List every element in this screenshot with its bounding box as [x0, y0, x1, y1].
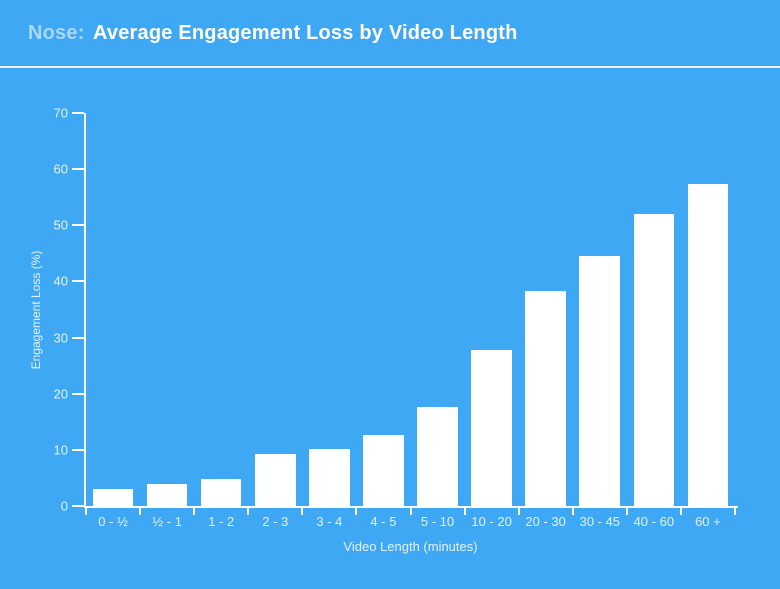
bar-slot — [356, 113, 410, 506]
y-tick — [72, 336, 84, 339]
y-tick — [72, 168, 84, 171]
y-tick — [72, 448, 84, 451]
y-tick-label: 0 — [60, 498, 68, 514]
x-tick — [355, 508, 358, 515]
y-tick — [72, 392, 84, 395]
bar-slot — [519, 113, 573, 506]
bar-slot — [410, 113, 464, 506]
bars-container — [86, 113, 735, 506]
y-tick — [72, 280, 84, 283]
x-tick — [409, 508, 412, 515]
bar-slot — [140, 113, 194, 506]
bar — [633, 213, 675, 506]
x-category-label: 20 - 30 — [525, 514, 566, 529]
bar — [363, 435, 404, 506]
x-category-label: 0 - ½ — [98, 514, 128, 529]
x-category-label: 40 - 60 — [633, 514, 675, 529]
chart-title: Nose: Average Engagement Loss by Video Le… — [28, 22, 518, 45]
bar-slot — [86, 113, 140, 506]
y-tick-label: 30 — [53, 330, 68, 346]
bar — [417, 407, 458, 506]
bar — [525, 290, 566, 506]
x-category-label: 1 - 2 — [208, 514, 235, 529]
bar-slot — [681, 113, 735, 506]
y-tick — [72, 112, 84, 114]
x-tick — [85, 508, 87, 515]
y-tick-label: 60 — [53, 161, 68, 177]
y-tick-label: 40 — [53, 273, 68, 289]
x-category-label: 4 - 5 — [370, 514, 397, 529]
chart-title-prefix: Nose: — [28, 21, 85, 44]
x-category-label: 30 - 45 — [579, 514, 620, 529]
y-tick — [72, 224, 84, 227]
x-category-label: 2 - 3 — [262, 514, 289, 529]
bar — [471, 349, 512, 506]
y-axis-line — [84, 113, 86, 508]
x-tick — [193, 508, 196, 515]
x-tick — [301, 508, 304, 515]
x-category-label: 60 + — [695, 514, 721, 529]
y-tick-label: 70 — [53, 105, 68, 121]
x-tick — [517, 508, 520, 515]
chart-header: Nose: Average Engagement Loss by Video Le… — [0, 0, 780, 66]
bar-slot — [627, 113, 681, 506]
bar — [146, 484, 188, 506]
bar — [200, 478, 242, 506]
x-category-label: 3 - 4 — [316, 514, 343, 529]
bar — [309, 449, 350, 506]
plot-area: 0 10 20 30 40 50 60 70 — [54, 107, 738, 515]
x-tick — [247, 508, 250, 515]
bar-slot — [465, 113, 519, 506]
bar-slot — [302, 113, 356, 506]
x-category-label: 10 - 20 — [471, 514, 512, 529]
x-tick — [679, 508, 682, 515]
x-tick — [625, 508, 628, 515]
y-tick-label: 20 — [53, 386, 68, 402]
chart-title-main: Average Engagement Loss by Video Length — [92, 21, 518, 44]
bar — [92, 489, 134, 506]
bar — [687, 184, 729, 506]
y-axis-title: Engagement Loss (%) — [29, 250, 43, 370]
x-axis-labels: 0 - ½ ½ - 1 1 - 2 2 - 3 3 - 4 4 - 5 5 - 10 10 -… — [86, 514, 735, 529]
x-category-label: ½ - 1 — [152, 514, 182, 529]
x-tick — [734, 508, 736, 515]
y-tick-label: 50 — [53, 217, 68, 233]
x-tick — [463, 508, 466, 515]
x-axis-title: Video Length (minutes) — [343, 539, 478, 554]
x-tick — [139, 508, 142, 515]
bar — [255, 454, 296, 506]
bar-slot — [248, 113, 302, 506]
y-tick-label: 10 — [53, 442, 68, 458]
y-tick — [72, 505, 84, 507]
header-separator — [0, 66, 780, 68]
bar-slot — [194, 113, 248, 506]
x-tick — [571, 508, 574, 515]
x-category-label: 5 - 10 — [420, 514, 455, 529]
x-axis-line — [84, 506, 738, 508]
bar-slot — [573, 113, 627, 506]
bar — [579, 255, 621, 506]
